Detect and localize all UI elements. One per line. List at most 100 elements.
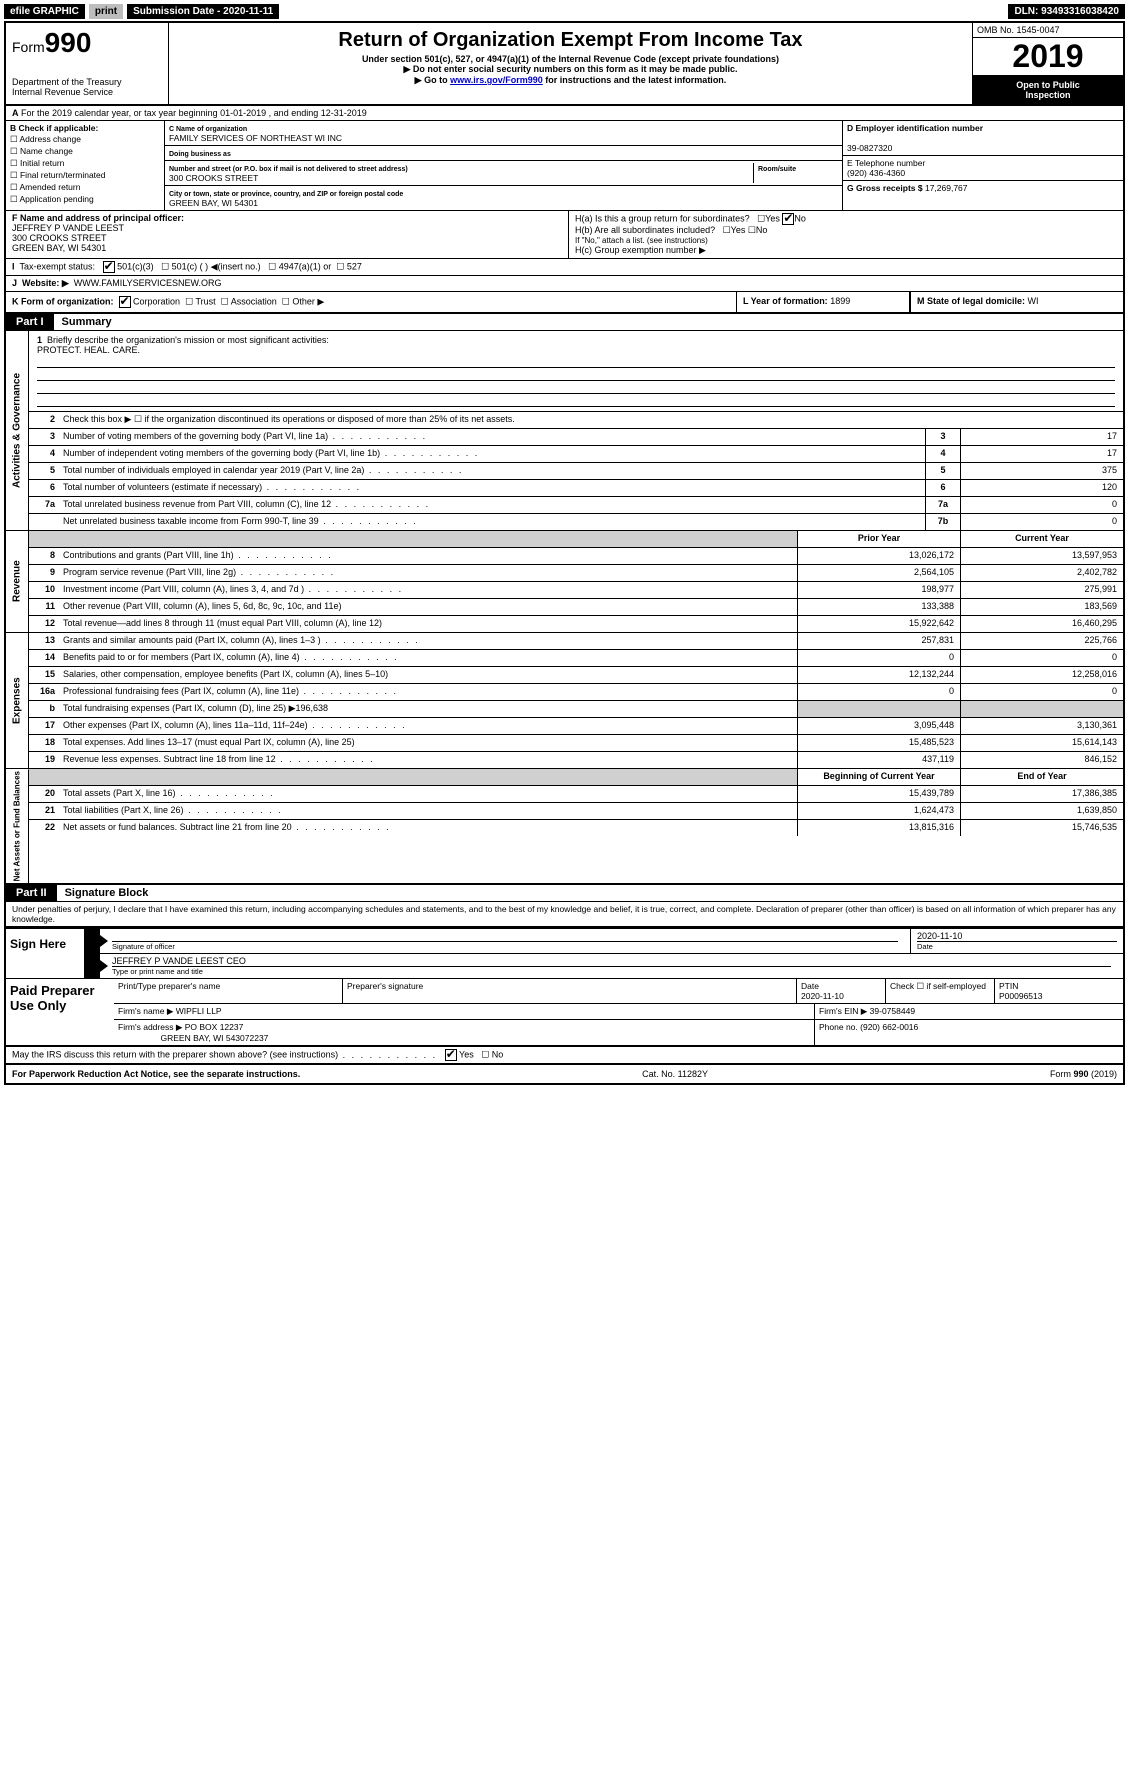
- dln-label: DLN: 93493316038420: [1008, 4, 1125, 19]
- h-c: H(c) Group exemption number ▶: [575, 245, 1117, 256]
- chk-association: Association: [231, 296, 277, 306]
- val-4: 17: [960, 446, 1123, 462]
- val-22-py: 13,815,316: [797, 820, 960, 836]
- officer-addr1: 300 CROOKS STREET: [12, 233, 107, 243]
- val-14-cy: 0: [960, 650, 1123, 666]
- tax-year: 2019: [973, 38, 1123, 76]
- line-3: Number of voting members of the governin…: [59, 429, 925, 445]
- discuss-yes[interactable]: [445, 1049, 457, 1061]
- line-22: Net assets or fund balances. Subtract li…: [59, 820, 797, 836]
- line-9: Program service revenue (Part VIII, line…: [59, 565, 797, 581]
- hdr-beginning: Beginning of Current Year: [797, 769, 960, 785]
- footer-left: For Paperwork Reduction Act Notice, see …: [12, 1069, 300, 1079]
- chk-name-change[interactable]: ☐ Name change: [10, 146, 160, 157]
- val-12-py: 15,922,642: [797, 616, 960, 632]
- row-j-website: J Website: ▶ WWW.FAMILYSERVICESNEW.ORG: [6, 276, 1123, 292]
- val-14-py: 0: [797, 650, 960, 666]
- form-number: Form990: [12, 27, 162, 59]
- line-4: Number of independent voting members of …: [59, 446, 925, 462]
- chk-501c3[interactable]: [103, 261, 115, 273]
- val-7a: 0: [960, 497, 1123, 513]
- val-10-py: 198,977: [797, 582, 960, 598]
- year-formation-value: 1899: [830, 296, 850, 306]
- val-13-py: 257,831: [797, 633, 960, 649]
- line-14: Benefits paid to or for members (Part IX…: [59, 650, 797, 666]
- dba-label: Doing business as: [169, 151, 231, 158]
- line-10: Investment income (Part VIII, column (A)…: [59, 582, 797, 598]
- domicile-label: M State of legal domicile:: [917, 296, 1025, 306]
- discuss-text: May the IRS discuss this return with the…: [12, 1050, 437, 1060]
- val-16a-cy: 0: [960, 684, 1123, 700]
- col-b-checkboxes: B Check if applicable: ☐ Address change …: [6, 121, 165, 210]
- line-16a: Professional fundraising fees (Part IX, …: [59, 684, 797, 700]
- val-11-cy: 183,569: [960, 599, 1123, 615]
- val-12-cy: 16,460,295: [960, 616, 1123, 632]
- sig-arrow-icon-2: [84, 954, 100, 978]
- sign-here-label: Sign Here: [6, 929, 84, 978]
- subtitle-3: Go to www.irs.gov/Form990 for instructio…: [173, 75, 968, 86]
- block-f-h: F Name and address of principal officer:…: [6, 211, 1123, 259]
- section-expenses: Expenses 13Grants and similar amounts pa…: [6, 633, 1123, 769]
- part1-tag: Part I: [6, 314, 54, 330]
- firm-name-label: Firm's name ▶: [118, 1006, 173, 1016]
- officer-name: JEFFREY P VANDE LEEST: [12, 223, 124, 233]
- org-name-label: C Name of organization: [169, 126, 247, 133]
- ein-label: D Employer identification number: [847, 123, 983, 133]
- sig-name-label: Type or print name and title: [112, 966, 1111, 976]
- irs-link[interactable]: www.irs.gov/Form990: [450, 75, 543, 85]
- val-7b: 0: [960, 514, 1123, 530]
- line-16b: Total fundraising expenses (Part IX, col…: [59, 701, 797, 717]
- discuss-row: May the IRS discuss this return with the…: [6, 1047, 1123, 1065]
- chk-final-return[interactable]: ☐ Final return/terminated: [10, 170, 160, 181]
- signature-area: Sign Here Signature of officer 2020-11-1…: [6, 927, 1123, 979]
- firm-name: WIPFLI LLP: [176, 1006, 222, 1016]
- part1-title: Summary: [54, 314, 120, 330]
- hdr-end: End of Year: [960, 769, 1123, 785]
- perjury-statement: Under penalties of perjury, I declare th…: [6, 902, 1123, 927]
- line-11: Other revenue (Part VIII, column (A), li…: [59, 599, 797, 615]
- sig-name: JEFFREY P VANDE LEEST CEO: [112, 956, 246, 966]
- line-15: Salaries, other compensation, employee b…: [59, 667, 797, 683]
- section-net-assets: Net Assets or Fund Balances Beginning of…: [6, 769, 1123, 885]
- hdr-prior-year: Prior Year: [797, 531, 960, 547]
- line-6: Total number of volunteers (estimate if …: [59, 480, 925, 496]
- top-toolbar: efile GRAPHIC print Submission Date - 20…: [4, 4, 1125, 19]
- chk-initial-return[interactable]: ☐ Initial return: [10, 158, 160, 169]
- domicile-value: WI: [1028, 296, 1039, 306]
- val-18-cy: 15,614,143: [960, 735, 1123, 751]
- firm-addr-label: Firm's address ▶: [118, 1022, 182, 1032]
- chk-app-pending[interactable]: ☐ Application pending: [10, 194, 160, 205]
- net-hdr-blank: [59, 769, 797, 785]
- ha-no-checked[interactable]: [782, 213, 794, 225]
- h-b-note: If "No," attach a list. (see instruction…: [575, 236, 1117, 245]
- line-21: Total liabilities (Part X, line 26): [59, 803, 797, 819]
- col-b-label: B Check if applicable:: [10, 123, 98, 133]
- val-17-cy: 3,130,361: [960, 718, 1123, 734]
- firm-ein: 39-0758449: [870, 1006, 915, 1016]
- form-prefix: Form: [12, 39, 45, 55]
- row-k-l-m: K Form of organization: Corporation ☐ Tr…: [6, 292, 1123, 314]
- prep-sig-hdr: Preparer's signature: [343, 979, 797, 1003]
- print-button[interactable]: print: [89, 4, 123, 19]
- block-b-through-g: B Check if applicable: ☐ Address change …: [6, 121, 1123, 211]
- chk-501c: 501(c) ( ) ◀(insert no.): [172, 261, 261, 271]
- chk-trust: Trust: [195, 296, 215, 306]
- col-c-org-info: C Name of organization FAMILY SERVICES O…: [165, 121, 842, 210]
- line-7a: Total unrelated business revenue from Pa…: [59, 497, 925, 513]
- gross-label: G Gross receipts $: [847, 183, 923, 193]
- val-15-py: 12,132,244: [797, 667, 960, 683]
- rev-hdr-blank: [59, 531, 797, 547]
- firm-addr2: GREEN BAY, WI 543072237: [161, 1033, 269, 1043]
- open-line1: Open to Public: [1016, 80, 1080, 90]
- chk-amended-return[interactable]: ☐ Amended return: [10, 182, 160, 193]
- chk-corporation[interactable]: [119, 296, 131, 308]
- form-title: Return of Organization Exempt From Incom…: [173, 29, 968, 52]
- line-5: Total number of individuals employed in …: [59, 463, 925, 479]
- line-7b: Net unrelated business taxable income fr…: [59, 514, 925, 530]
- sig-officer-label: Signature of officer: [112, 941, 898, 951]
- subtitle-2: Do not enter social security numbers on …: [173, 64, 968, 75]
- chk-address-change[interactable]: ☐ Address change: [10, 134, 160, 145]
- org-name: FAMILY SERVICES OF NORTHEAST WI INC: [169, 133, 342, 143]
- line-17: Other expenses (Part IX, column (A), lin…: [59, 718, 797, 734]
- prep-date-hdr: Date: [801, 981, 819, 991]
